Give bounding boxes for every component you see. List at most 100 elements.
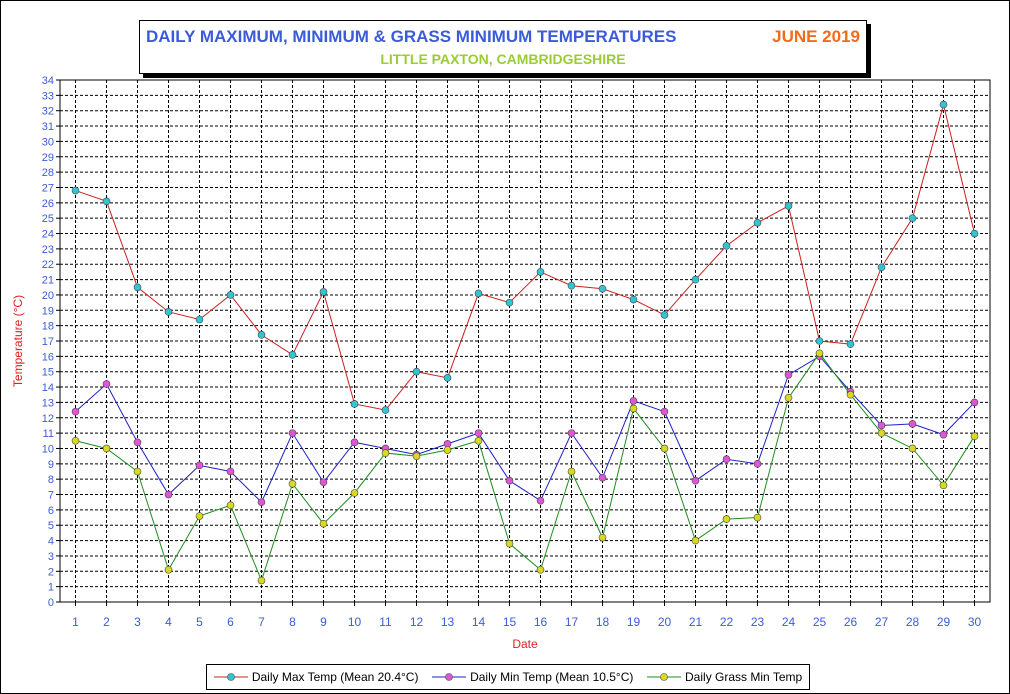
data-point (722, 242, 731, 250)
data-point (102, 444, 111, 453)
y-tick-label: 2 (48, 566, 54, 578)
data-point (505, 298, 514, 307)
data-point (722, 455, 731, 464)
data-point (474, 436, 483, 445)
data-point (319, 288, 328, 296)
data-point (71, 186, 80, 195)
data-point (536, 268, 545, 276)
x-tick-label: 5 (196, 615, 203, 629)
series-grass (71, 349, 979, 585)
data-point (164, 490, 173, 499)
y-tick-label: 25 (42, 213, 54, 225)
data-point (846, 340, 855, 348)
data-point (319, 519, 328, 528)
data-point (753, 218, 762, 227)
y-tick-label: 14 (42, 382, 54, 394)
legend-label-grass: Daily Grass Min Temp (685, 670, 803, 684)
data-point (691, 536, 700, 545)
data-point (753, 513, 762, 522)
data-point (536, 496, 545, 505)
data-point (567, 429, 576, 437)
data-point (350, 489, 359, 497)
data-point (412, 367, 421, 376)
y-tick-label: 18 (42, 321, 54, 333)
chart-title: DAILY MAXIMUM, MINIMUM & GRASS MINIMUM T… (146, 27, 677, 46)
data-point (629, 404, 638, 413)
x-tick-label: 30 (968, 615, 982, 629)
data-point (195, 512, 204, 520)
series-line (75, 355, 975, 504)
data-point (164, 308, 173, 316)
data-point (939, 100, 948, 109)
data-point (474, 429, 483, 437)
x-tick-label: 3 (134, 615, 141, 629)
x-tick-label: 6 (227, 615, 234, 629)
data-point (71, 436, 80, 445)
y-tick-label: 1 (48, 582, 54, 594)
data-point (629, 295, 638, 304)
data-point (598, 533, 607, 542)
y-tick-label: 24 (42, 229, 54, 241)
y-axis-ticks: 0123456789101112131415161718192021222324… (42, 75, 60, 609)
x-tick-label: 27 (875, 615, 889, 629)
y-tick-label: 31 (42, 121, 54, 133)
data-point (226, 291, 235, 299)
legend-item-min: Daily Min Temp (Mean 10.5°C) (432, 670, 633, 684)
data-point (629, 397, 638, 405)
legend-swatch-max (213, 673, 248, 681)
x-tick-label: 24 (782, 615, 796, 629)
data-point (660, 444, 669, 453)
x-tick-label: 28 (906, 615, 920, 629)
x-tick-label: 7 (258, 615, 265, 629)
legend: Daily Max Temp (Mean 20.4°C) Daily Min T… (206, 664, 810, 690)
data-point (133, 467, 142, 476)
chart-subtitle: LITTLE PAXTON, CAMBRIDGESHIRE (380, 51, 626, 67)
y-tick-label: 12 (42, 413, 54, 425)
x-tick-label: 10 (348, 615, 362, 629)
y-tick-label: 13 (42, 397, 54, 409)
y-tick-label: 17 (42, 336, 54, 348)
y-tick-label: 10 (42, 443, 54, 455)
data-point (877, 263, 886, 272)
y-tick-label: 20 (42, 290, 54, 302)
y-tick-label: 27 (42, 182, 54, 194)
y-tick-label: 7 (48, 490, 54, 502)
data-point (133, 438, 142, 447)
data-point (877, 429, 886, 437)
data-point (908, 214, 917, 222)
y-tick-label: 29 (42, 152, 54, 164)
data-point (350, 400, 359, 408)
x-tick-label: 23 (751, 615, 765, 629)
y-tick-label: 11 (43, 428, 54, 440)
data-point (319, 478, 328, 487)
x-tick-label: 22 (720, 615, 734, 629)
y-tick-label: 22 (42, 259, 54, 271)
data-point (815, 337, 824, 345)
y-tick-label: 32 (42, 106, 54, 118)
data-point (288, 351, 297, 359)
y-tick-label: 21 (42, 275, 54, 287)
x-tick-label: 9 (320, 615, 327, 629)
data-point (970, 229, 979, 238)
data-point (257, 331, 266, 339)
x-tick-label: 26 (844, 615, 858, 629)
data-point (71, 407, 80, 416)
y-tick-label: 23 (42, 244, 54, 256)
data-point (908, 444, 917, 453)
data-point (133, 283, 142, 292)
y-tick-label: 6 (48, 505, 54, 517)
y-tick-label: 16 (42, 351, 54, 363)
data-point (288, 429, 297, 437)
data-point (412, 452, 421, 460)
y-tick-label: 0 (48, 597, 54, 609)
x-tick-label: 20 (658, 615, 672, 629)
grid-lines (60, 80, 990, 602)
x-tick-label: 17 (565, 615, 579, 629)
data-point (784, 202, 793, 210)
data-point (784, 370, 793, 379)
data-point (567, 281, 576, 290)
y-tick-label: 19 (42, 305, 54, 317)
data-point (288, 479, 297, 488)
legend-swatch-min (432, 673, 467, 681)
y-tick-label: 30 (42, 136, 54, 148)
